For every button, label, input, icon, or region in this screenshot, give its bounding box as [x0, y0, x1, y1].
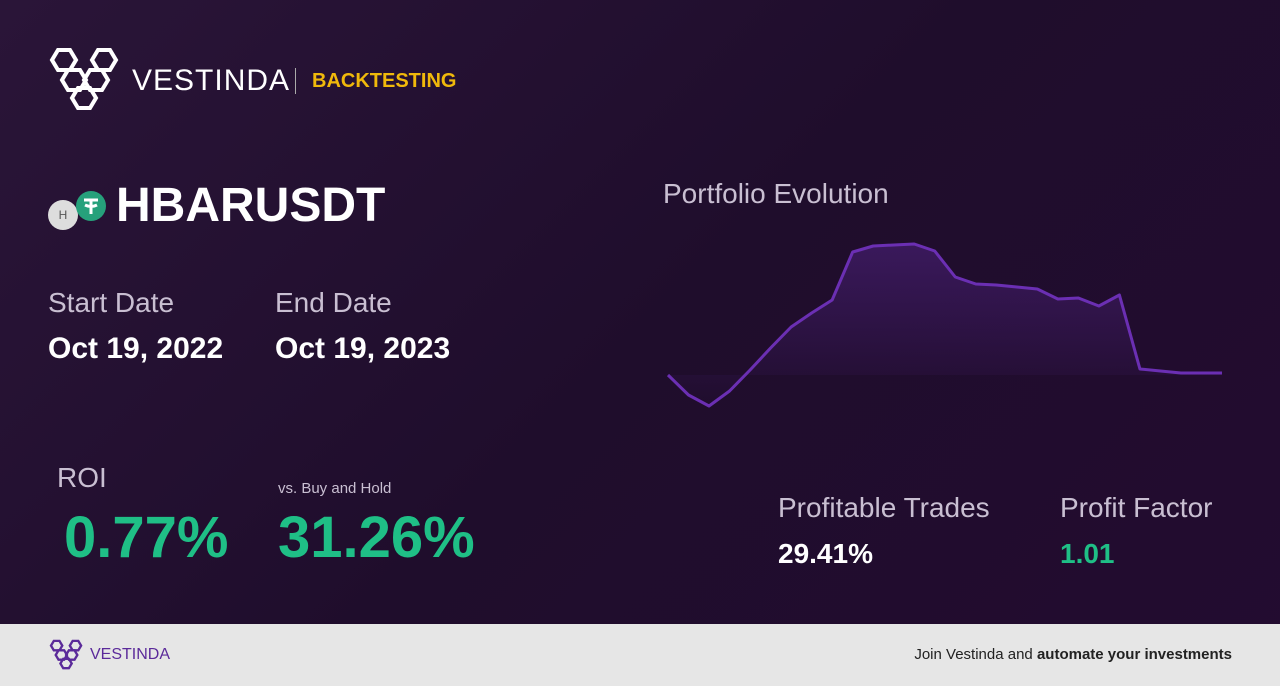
base-icon: H: [48, 200, 78, 230]
start-date: Oct 19, 2022: [48, 332, 224, 365]
divider: [295, 68, 296, 94]
area: [668, 244, 1222, 406]
compare-value: 31.26%: [278, 505, 475, 570]
roi-label: ROI: [57, 462, 107, 493]
trades-label: Profitable Trades: [778, 492, 990, 523]
brand: VESTINDA: [132, 64, 291, 97]
section: BACKTESTING: [312, 70, 457, 92]
trades-value: 29.41%: [778, 538, 873, 569]
quote-icon: [76, 191, 106, 221]
chart: [666, 242, 1222, 408]
cta-bold: automate your investments: [1036, 646, 1232, 663]
end-date: Oct 19, 2023: [275, 332, 451, 365]
factor-value: 1.01: [1060, 538, 1115, 569]
cta: Join Vestinda and automate your investme…: [914, 646, 1232, 663]
compare-label: vs. Buy and Hold: [278, 480, 392, 497]
logo: [49, 48, 119, 110]
end-label: End Date: [275, 287, 392, 318]
roi-value: 0.77%: [64, 505, 229, 570]
line: [666, 242, 1222, 408]
footer-logo: [49, 639, 83, 670]
start-label: Start Date: [48, 287, 175, 318]
footer: VESTINDA Join Vestinda and automate your…: [0, 624, 1280, 686]
factor-label: Profit Factor: [1060, 492, 1213, 523]
pair-symbol: HBARUSDT: [116, 179, 386, 232]
chart-title: Portfolio Evolution: [663, 178, 889, 209]
footer-brand: VESTINDA: [90, 646, 171, 663]
cta-text: Join Vestinda and: [914, 646, 1037, 663]
